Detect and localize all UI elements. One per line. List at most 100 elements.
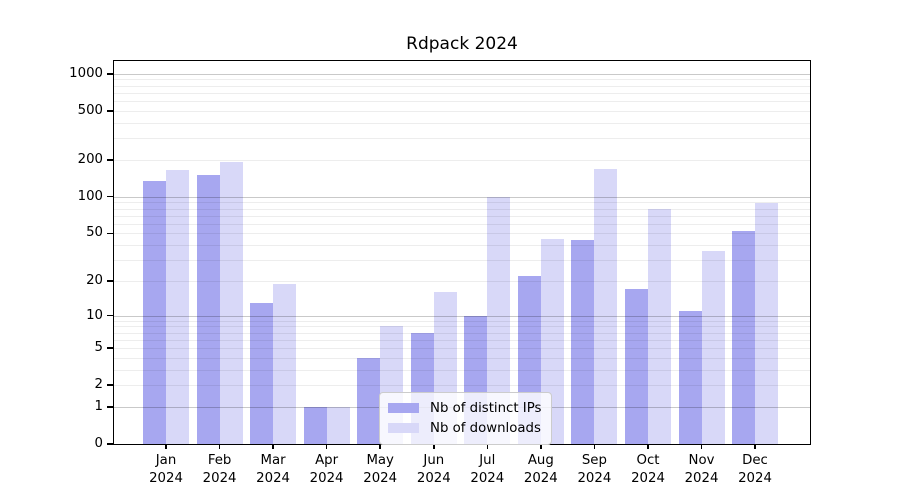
y-tick-mark (107, 110, 113, 112)
x-tick-mark (325, 444, 328, 449)
minor-gridline (114, 215, 810, 217)
minor-gridline (114, 202, 810, 204)
minor-gridline (114, 260, 810, 261)
legend-swatch-downloads (388, 423, 419, 433)
y-tick-mark (107, 195, 113, 198)
bar-ips-nov (678, 310, 702, 444)
x-tick-mark (218, 444, 221, 449)
minor-gridline (114, 79, 810, 81)
y-tick-label: 5 (94, 340, 103, 355)
plot-area: Nb of distinct IPs Nb of downloads (113, 60, 811, 445)
y-tick-label: 2 (94, 377, 103, 393)
x-tick-mark (700, 444, 703, 449)
major-gridline (114, 315, 810, 317)
minor-gridline (114, 369, 810, 371)
y-tick-mark (107, 159, 113, 161)
minor-gridline (114, 223, 810, 225)
y-tick-mark (107, 280, 113, 282)
y-tick-mark (107, 384, 113, 386)
bar-ips-mar (250, 302, 274, 444)
bar-downloads-jul (487, 196, 511, 444)
minor-gridline (114, 110, 810, 112)
x-tick-mark (593, 444, 596, 449)
legend: Nb of distinct IPs Nb of downloads (379, 392, 553, 445)
bar-downloads-dec (755, 203, 779, 444)
minor-gridline (114, 348, 810, 349)
x-tick-label-mar: Mar 2024 (256, 453, 291, 486)
legend-label: Nb of downloads (430, 420, 541, 436)
x-tick-mark (433, 444, 435, 449)
x-tick-label-jan: Jan 2024 (149, 453, 183, 486)
x-tick-mark (486, 444, 488, 449)
x-tick-label-dec: Dec 2024 (738, 453, 772, 486)
minor-gridline (114, 85, 810, 87)
minor-gridline (114, 357, 810, 359)
minor-gridline (114, 208, 810, 210)
bar-downloads-nov (701, 250, 725, 444)
bar-ips-oct (624, 289, 648, 444)
bar-ips-feb (196, 175, 220, 444)
bar-downloads-sep (594, 169, 618, 444)
minor-gridline (114, 245, 810, 246)
minor-gridline (114, 159, 810, 161)
bar-ips-dec (732, 231, 756, 444)
bar-ips-apr (303, 406, 327, 444)
x-tick-label-apr: Apr 2024 (309, 453, 344, 486)
y-tick-label: 1000 (69, 65, 103, 81)
y-tick-label: 200 (77, 151, 103, 167)
bar-downloads-apr (326, 406, 350, 444)
legend-swatch-ips (388, 403, 419, 413)
minor-gridline (114, 138, 810, 140)
y-tick-mark (107, 443, 113, 445)
bar-downloads-jan (166, 170, 189, 444)
x-tick-mark (379, 444, 381, 449)
minor-gridline (114, 280, 810, 282)
x-tick-label-jun: Jun 2024 (416, 453, 451, 486)
minor-gridline (114, 385, 810, 387)
x-tick-mark (647, 444, 649, 449)
y-tick-mark (107, 347, 113, 349)
bar-ips-sep (571, 240, 595, 444)
y-tick-label: 100 (77, 188, 103, 204)
x-tick-label-may: May 2024 (363, 453, 398, 486)
y-tick-mark (107, 73, 113, 75)
chart-title: Rdpack 2024 (406, 34, 518, 54)
x-tick-mark (754, 444, 756, 449)
major-gridline (114, 196, 810, 198)
bar-downloads-mar (273, 283, 297, 444)
y-tick-label: 0 (94, 436, 103, 451)
x-tick-label-feb: Feb 2024 (202, 453, 237, 486)
y-tick-label: 10 (86, 307, 103, 323)
minor-gridline (114, 320, 810, 322)
bar-ips-may (357, 357, 381, 444)
bar-downloads-oct (647, 208, 671, 444)
x-tick-mark (272, 444, 274, 449)
x-tick-label-jul: Jul 2024 (470, 453, 505, 486)
y-tick-mark (107, 232, 113, 234)
x-tick-label-nov: Nov 2024 (684, 453, 719, 486)
y-tick-mark (107, 314, 113, 317)
major-gridline (114, 73, 810, 75)
minor-gridline (114, 326, 810, 328)
legend-item-downloads: Nb of downloads (388, 418, 541, 438)
x-tick-label-aug: Aug 2024 (523, 453, 558, 486)
legend-label: Nb of distinct IPs (430, 400, 542, 416)
y-tick-label: 500 (77, 102, 103, 118)
minor-gridline (114, 339, 810, 341)
y-tick-label: 20 (86, 272, 103, 288)
minor-gridline (114, 233, 810, 235)
minor-gridline (114, 332, 810, 334)
x-tick-label-oct: Oct 2024 (631, 453, 665, 486)
bar-ips-jan (143, 181, 166, 444)
y-tick-mark (107, 406, 113, 408)
bar-downloads-feb (219, 161, 243, 444)
x-tick-mark (165, 444, 167, 449)
y-tick-label: 1 (94, 398, 103, 414)
x-tick-mark (540, 444, 542, 449)
minor-gridline (114, 92, 810, 94)
x-tick-label-sep: Sep 2024 (577, 453, 612, 486)
minor-gridline (114, 101, 810, 103)
legend-item-distinct-ips: Nb of distinct IPs (388, 398, 541, 418)
y-tick-label: 50 (86, 225, 103, 241)
